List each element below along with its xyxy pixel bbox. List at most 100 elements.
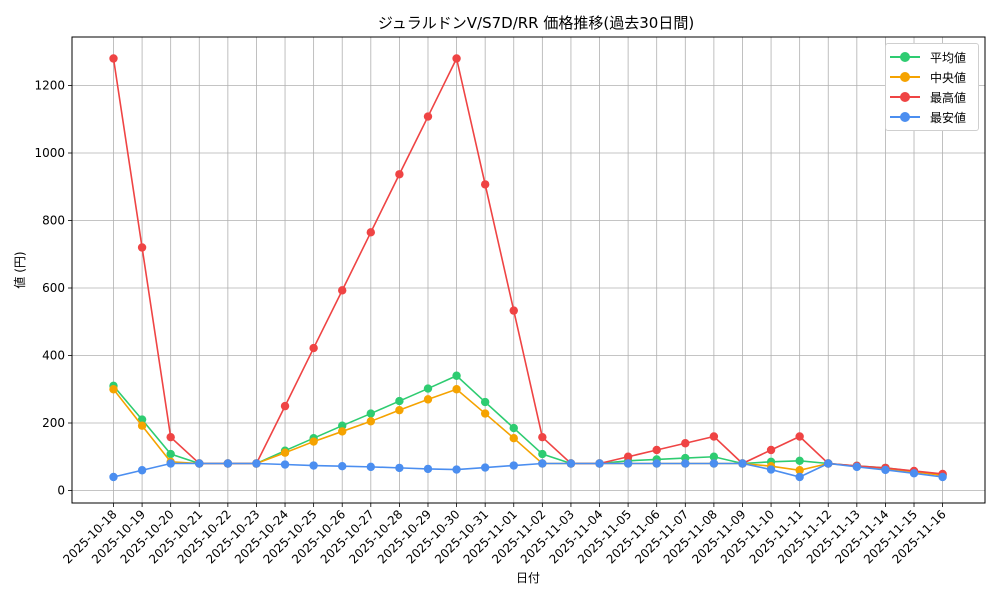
x-axis-label: 日付 [516, 571, 540, 585]
y-axis-label: 値 (円) [12, 251, 27, 288]
series-line-2 [112, 56, 943, 475]
chart-title: ジュラルドンV/S7D/RR 価格推移(過去30日間) [377, 14, 695, 32]
data-point-0 [423, 384, 433, 393]
data-point-2 [509, 306, 518, 315]
data-point-3 [395, 463, 404, 473]
data-point-3 [766, 465, 776, 474]
data-point-3 [738, 459, 747, 468]
data-point-0 [509, 423, 518, 433]
y-tick-label: 1000 [34, 146, 65, 160]
legend-swatch-max [890, 92, 920, 102]
legend-item-median: 中央値 [886, 67, 978, 87]
data-point-2 [137, 243, 147, 252]
data-point-3 [166, 459, 175, 468]
data-point-0 [795, 456, 804, 465]
data-point-1 [795, 466, 804, 475]
data-point-2 [366, 228, 376, 237]
y-tick-label: 400 [42, 349, 65, 363]
legend-label-min: 最安値 [930, 110, 967, 125]
legend-item-min: 最安値 [886, 107, 978, 127]
data-point-2 [338, 286, 347, 295]
data-point-3 [566, 459, 576, 468]
y-tick-label: 1200 [34, 79, 65, 93]
data-point-3 [137, 466, 147, 475]
data-point-1 [309, 437, 318, 446]
data-point-0 [166, 449, 175, 459]
data-point-3 [909, 469, 919, 478]
data-point-2 [280, 401, 290, 411]
data-point-3 [452, 465, 461, 474]
legend-swatch-median [890, 72, 920, 82]
legend-item-max: 最高値 [886, 87, 978, 107]
data-point-1 [509, 433, 518, 443]
series [109, 54, 947, 482]
y-tick-label: 600 [42, 281, 65, 295]
data-point-1 [137, 421, 147, 430]
data-point-1 [109, 385, 118, 394]
data-point-3 [480, 463, 490, 472]
plot-frame [71, 36, 986, 504]
data-point-3 [509, 461, 518, 470]
legend-label-average: 平均値 [930, 50, 967, 65]
series-line-3 [113, 462, 943, 478]
series-line-0 [112, 374, 943, 476]
data-point-0 [452, 371, 461, 380]
data-point-0 [338, 421, 347, 430]
data-point-3 [309, 461, 318, 470]
legend-swatch-min [890, 112, 920, 122]
data-point-1 [366, 417, 376, 426]
data-point-2 [423, 112, 433, 121]
data-point-2 [538, 432, 547, 442]
y-tick-label: 800 [42, 214, 65, 228]
data-point-2 [109, 54, 118, 63]
legend-label-max: 最高値 [930, 90, 967, 105]
data-point-0 [137, 415, 147, 424]
data-point-2 [652, 445, 661, 455]
data-point-3 [824, 459, 833, 468]
data-point-3 [280, 460, 290, 469]
data-point-2 [166, 432, 175, 442]
data-point-2 [480, 180, 490, 189]
y-tick-label: 200 [42, 416, 65, 430]
legend: 平均値 中央値 最高値 最安値 [885, 43, 979, 131]
legend-item-average: 平均値 [886, 47, 978, 67]
data-point-1 [480, 409, 490, 418]
data-point-0 [480, 397, 490, 407]
data-point-2 [623, 452, 633, 461]
data-point-1 [452, 385, 461, 394]
data-point-3 [795, 472, 804, 482]
data-point-3 [709, 459, 719, 468]
data-point-3 [338, 462, 347, 471]
data-point-2 [709, 432, 719, 441]
data-point-1 [423, 395, 433, 404]
data-point-0 [538, 449, 547, 459]
data-point-0 [366, 409, 376, 418]
data-point-2 [795, 432, 804, 441]
data-point-3 [938, 472, 947, 482]
data-point-3 [595, 459, 604, 468]
legend-label-median: 中央値 [930, 70, 967, 85]
legend-swatch-average [890, 52, 920, 62]
data-point-3 [195, 459, 204, 468]
data-point-3 [538, 459, 547, 468]
data-point-2 [452, 54, 461, 63]
data-point-3 [852, 462, 862, 472]
data-point-1 [338, 427, 347, 436]
grid [72, 37, 985, 503]
data-point-1 [395, 405, 404, 415]
data-point-2 [766, 445, 776, 455]
data-point-0 [709, 452, 719, 461]
data-point-2 [681, 439, 690, 448]
data-point-3 [623, 459, 633, 468]
data-point-3 [681, 459, 690, 468]
data-point-3 [652, 459, 661, 468]
data-point-3 [881, 465, 890, 475]
data-point-3 [109, 472, 118, 482]
y-tick-label: 0 [57, 484, 65, 498]
data-point-3 [223, 459, 233, 468]
data-point-3 [366, 462, 376, 472]
data-point-0 [395, 396, 404, 406]
data-point-1 [280, 448, 290, 457]
data-point-3 [423, 464, 433, 474]
